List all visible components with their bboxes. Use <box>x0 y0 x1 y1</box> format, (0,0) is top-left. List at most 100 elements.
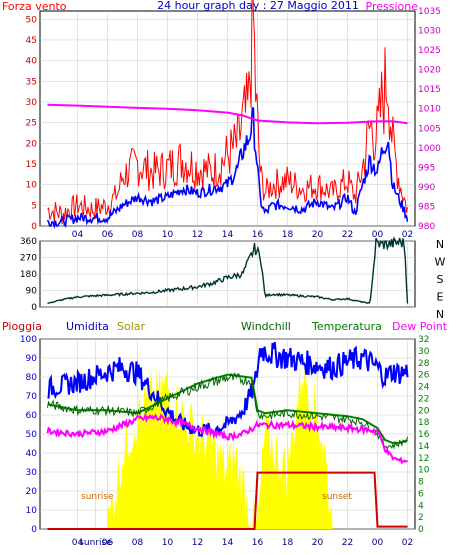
y-tick-label-right: 18 <box>418 418 430 428</box>
y-tick-label-right: 980 <box>418 222 435 232</box>
y-tick-label-right: 1010 <box>418 105 441 115</box>
y-tick-label-left: 0 <box>31 222 37 232</box>
y-tick-label-left: 80 <box>26 373 38 383</box>
y-tick-label-right: 985 <box>418 202 435 212</box>
x-tick-label: 08 <box>132 538 144 548</box>
y-tick-label-right: 995 <box>418 163 435 173</box>
series-windchill-line <box>47 372 408 451</box>
y-tick-label-left: 30 <box>26 98 38 108</box>
series-dewpoint-line <box>46 411 408 465</box>
left-axis-label: Forza vento <box>2 0 67 13</box>
x-tick-label: 20 <box>312 538 324 548</box>
x-tick-label: 12 <box>192 538 203 548</box>
panel-wind-ticks: 04 06 08 10 12 14 16 18 20 22 00 020510152025303540… <box>26 7 442 240</box>
y-tick-label-right: 22 <box>418 394 429 404</box>
y-tick-label-right: 12 <box>418 454 429 464</box>
y-tick-label-right: 32 <box>418 335 429 345</box>
annotation-sunrise: sunrise <box>81 492 114 502</box>
x-tick-label: 00 <box>372 230 384 240</box>
y-tick-label-right: 30 <box>418 347 430 357</box>
x-tick-label: 14 <box>222 538 234 548</box>
y-tick-label-right: 2 <box>418 513 424 523</box>
x-tick-label: 14 <box>222 230 234 240</box>
y-tick-label-right: 990 <box>418 183 435 193</box>
y-tick-label-left: 35 <box>26 77 37 87</box>
y-tick-label-left: 90 <box>26 354 38 364</box>
x-tick-label: 10 <box>162 230 174 240</box>
y-tick-label-left: 0 <box>31 525 37 535</box>
series-solar-area <box>47 354 408 529</box>
panel-meteo-series <box>46 341 409 530</box>
y-tick-label-right: 26 <box>418 371 430 381</box>
x-tick-label: 16 <box>252 230 264 240</box>
chart-title: 24 hour graph day : 27 Maggio 2011 <box>157 0 359 12</box>
x-tick-label: 02 <box>402 538 413 548</box>
x-tick-label: 18 <box>282 230 294 240</box>
direction-letter: N <box>436 308 444 321</box>
y-tick-label-left: 20 <box>26 487 38 497</box>
annotation-sunset: sunset <box>322 492 352 502</box>
y-tick-label-left: 360 <box>20 237 37 247</box>
y-tick-label-left: 5 <box>31 201 37 211</box>
y-tick-label-right: 16 <box>418 430 430 440</box>
y-tick-label-left: 10 <box>26 181 38 191</box>
y-tick-label-left: 30 <box>26 468 38 478</box>
y-tick-label-left: 20 <box>26 139 38 149</box>
y-tick-label-right: 24 <box>418 383 430 393</box>
y-tick-label-right: 0 <box>418 525 424 535</box>
y-tick-label-right: 1015 <box>418 85 441 95</box>
legend-dew-point: Dew Point <box>392 320 448 333</box>
y-tick-label-left: 90 <box>26 287 38 297</box>
panel-direction-grid <box>40 240 415 308</box>
legend-pioggia: Pioggia <box>2 320 42 333</box>
legend-windchill: Windchill <box>241 320 291 333</box>
y-tick-label-right: 4 <box>418 501 424 511</box>
y-tick-label-right: 1005 <box>418 124 441 134</box>
y-tick-label-right: 14 <box>418 442 430 452</box>
x-tick-label: 22 <box>342 230 353 240</box>
y-tick-label-right: 28 <box>418 359 430 369</box>
y-tick-label-left: 0 <box>31 303 37 313</box>
x-tick-label: 02 <box>402 230 413 240</box>
y-tick-label-right: 1035 <box>418 7 441 17</box>
y-tick-label-right: 6 <box>418 489 424 499</box>
direction-letter: W <box>435 256 446 269</box>
x-tick-label: 22 <box>342 538 353 548</box>
legend-umidita: Umidita <box>66 320 109 333</box>
x-tick-label: 04 <box>72 230 84 240</box>
series-humidity-line <box>47 341 409 439</box>
legend-solar: Solar <box>117 320 146 333</box>
y-tick-label-right: 1000 <box>418 144 441 154</box>
x-tick-label: 04 <box>72 538 84 548</box>
y-tick-label-right: 1020 <box>418 66 441 76</box>
y-tick-label-left: 50 <box>26 15 38 25</box>
y-tick-label-right: 10 <box>418 466 430 476</box>
series-wind-line <box>47 0 408 225</box>
direction-letter: N <box>436 238 444 251</box>
y-tick-label-right: 8 <box>418 478 424 488</box>
right-axis-label: Pressione <box>366 0 419 13</box>
y-tick-label-left: 45 <box>26 36 37 46</box>
series-direction-line <box>47 236 409 304</box>
x-tick-label: 16 <box>252 538 264 548</box>
x-tick-label: 10 <box>162 538 174 548</box>
x-tick-label: 12 <box>192 230 203 240</box>
panel-wind-series <box>46 0 409 230</box>
y-tick-label-left: 10 <box>26 506 38 516</box>
y-tick-label-left: 40 <box>26 449 38 459</box>
y-tick-label-left: 25 <box>26 119 37 129</box>
x-tick-label: sunrise <box>79 538 112 548</box>
x-tick-label: 06 <box>102 230 114 240</box>
y-tick-label-left: 60 <box>26 411 38 421</box>
legend-temperatura: Temperatura <box>311 320 382 333</box>
y-tick-label-left: 270 <box>20 254 37 264</box>
direction-letter: S <box>437 273 444 286</box>
x-tick-label: 06 <box>102 538 114 548</box>
y-tick-label-left: 50 <box>26 430 38 440</box>
y-tick-label-left: 40 <box>26 57 38 67</box>
y-tick-label-left: 180 <box>20 270 37 280</box>
